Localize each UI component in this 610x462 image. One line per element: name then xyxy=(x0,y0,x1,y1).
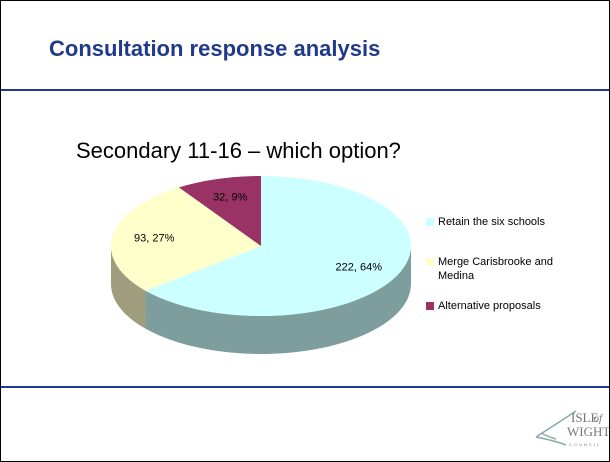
logo-swoosh xyxy=(535,410,577,446)
slice-side xyxy=(111,246,146,329)
slice xyxy=(111,187,261,291)
legend-item: Merge Carisbrooke and Medina xyxy=(426,255,576,283)
logo-text: ISLE xyxy=(571,410,599,425)
legend-label: Retain the six schools xyxy=(438,216,545,228)
data-label: 222, 64% xyxy=(336,261,383,273)
slice xyxy=(178,176,261,246)
logo-text: WIGHT xyxy=(567,424,609,439)
data-label: 93, 27% xyxy=(134,232,175,244)
legend-label: Alternative proposals xyxy=(438,300,541,312)
slice-side xyxy=(145,246,411,354)
slide-title: Consultation response analysis xyxy=(49,36,380,61)
data-label: 32, 9% xyxy=(213,192,247,204)
legend-item: Retain the six schools xyxy=(426,215,576,229)
legend-item: Alternative proposals xyxy=(426,299,576,313)
legend-swatch xyxy=(426,302,434,310)
legend-label: Merge Carisbrooke and Medina xyxy=(438,256,553,282)
legend-swatch xyxy=(426,218,434,226)
logo-text: COUNCIL xyxy=(569,442,601,447)
chart-title: Secondary 11-16 – which option? xyxy=(76,138,401,163)
logo-text: of xyxy=(593,413,604,425)
slice xyxy=(145,176,411,316)
legend-swatch xyxy=(426,258,434,266)
